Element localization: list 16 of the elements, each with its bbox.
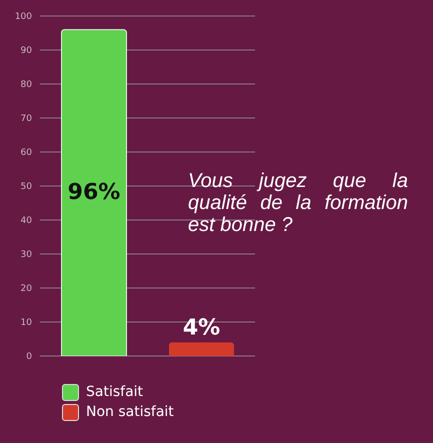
y-tick-label: 40 — [20, 216, 32, 226]
y-tick-label: 100 — [14, 12, 32, 22]
y-tick-label: 50 — [20, 182, 32, 192]
y-tick-label: 10 — [20, 318, 32, 328]
y-tick-label: 80 — [20, 80, 32, 90]
y-tick-label: 90 — [20, 46, 32, 56]
y-tick-label: 20 — [20, 284, 32, 294]
data-label: 4% — [182, 315, 220, 340]
y-tick-label: 0 — [26, 352, 32, 362]
y-tick-label: 70 — [20, 114, 32, 124]
annotation: Vous jugez que la qualité de la formation est bonne ? — [188, 170, 408, 236]
legend-label: Satisfait — [86, 384, 144, 400]
data-label: 96% — [68, 180, 120, 205]
legend-label: Non satisfait — [86, 404, 174, 420]
y-tick-label: 60 — [20, 148, 32, 158]
y-tick-label: 30 — [20, 250, 32, 260]
